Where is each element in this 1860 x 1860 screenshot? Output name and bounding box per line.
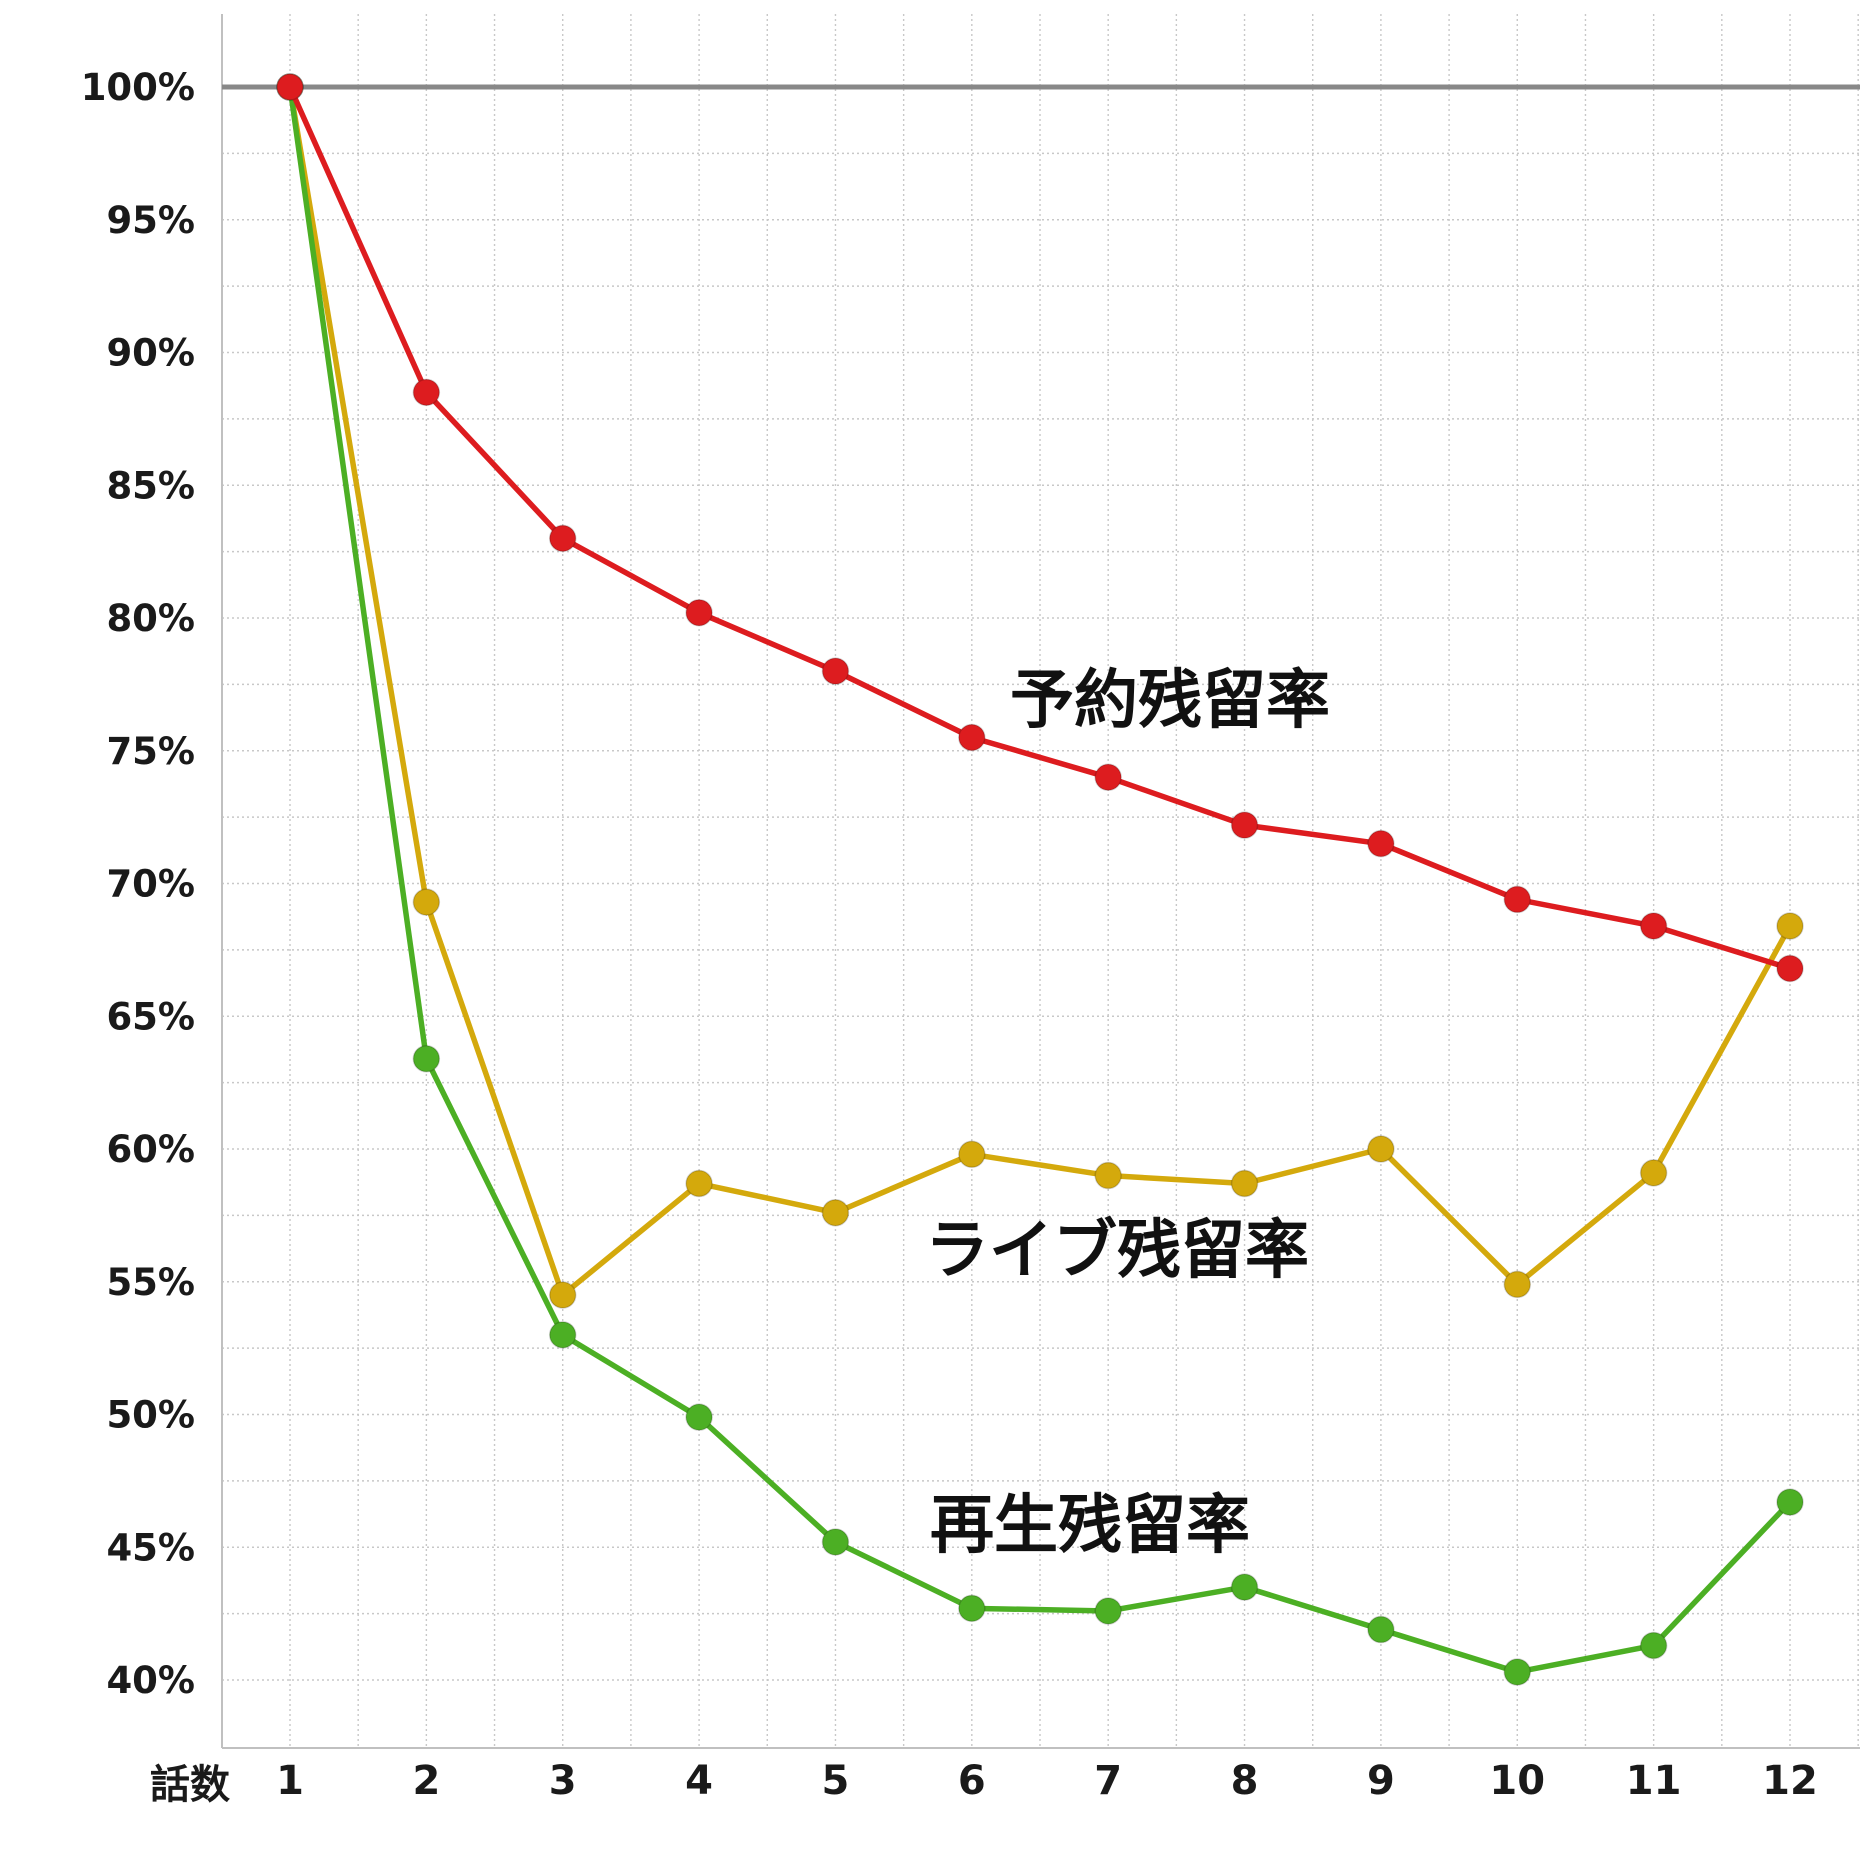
data-point-playback	[685, 1403, 713, 1431]
tick-labels: 40% 45% 50% 55% 60% 65% 70% 75% 80% 85% 90% 95% 100%…	[81, 66, 1818, 1804]
data-point-playback	[1367, 1615, 1395, 1644]
x-tick-label: 8	[1231, 1758, 1259, 1804]
x-tick-label: 6	[958, 1758, 986, 1804]
data-point-live	[1503, 1270, 1532, 1299]
data-point-playback	[1639, 1631, 1668, 1660]
y-tick-label: 75%	[106, 730, 195, 773]
y-tick-label: 45%	[106, 1526, 195, 1569]
axes	[221, 14, 1860, 1749]
x-tick-label: 10	[1489, 1758, 1545, 1804]
data-point-live	[548, 1281, 577, 1309]
data-point-reservation	[276, 73, 304, 101]
data-point-reservation	[821, 657, 850, 685]
data-point-playback	[548, 1321, 577, 1349]
data-point-live	[1367, 1135, 1395, 1163]
x-axis-label: 話数	[150, 1762, 230, 1808]
data-point-live	[1094, 1161, 1122, 1190]
data-point-live	[1639, 1159, 1668, 1187]
x-tick-label: 7	[1094, 1758, 1122, 1804]
series-label-playback: 再生残留率	[930, 1489, 1250, 1563]
data-point-live	[412, 888, 441, 916]
y-tick-label: 90%	[106, 332, 195, 375]
y-tick-label: 65%	[106, 995, 195, 1038]
x-tick-label: 1	[276, 1758, 304, 1804]
y-tick-label: 55%	[106, 1261, 195, 1304]
data-point-reservation	[412, 378, 441, 407]
y-tick-label: 40%	[106, 1659, 195, 1702]
y-tick-label: 60%	[106, 1128, 195, 1171]
data-point-live	[1230, 1169, 1259, 1198]
data-point-playback	[958, 1594, 986, 1623]
data-point-reservation	[1639, 912, 1668, 940]
data-point-reservation	[1367, 829, 1395, 858]
x-tick-label: 5	[822, 1758, 850, 1804]
series-reservation	[276, 73, 1804, 983]
data-point-playback	[1094, 1597, 1122, 1625]
data-point-reservation	[958, 723, 986, 752]
series-group	[276, 73, 1804, 1686]
data-point-playback	[1776, 1488, 1804, 1516]
data-point-playback	[821, 1528, 850, 1556]
series-label-live: ライブ残留率	[925, 1214, 1309, 1288]
series-line-live	[287, 86, 1793, 1298]
data-point-reservation	[685, 598, 713, 627]
grid	[221, 14, 1860, 1748]
data-point-reservation	[1094, 763, 1122, 792]
x-tick-label: 9	[1367, 1758, 1395, 1804]
y-tick-label: 95%	[106, 199, 195, 242]
y-tick-label: 50%	[106, 1394, 195, 1437]
y-tick-label: 100%	[81, 66, 195, 109]
data-point-reservation	[1230, 811, 1259, 839]
data-point-playback	[412, 1044, 441, 1073]
data-point-playback	[1503, 1658, 1532, 1686]
data-point-live	[958, 1140, 986, 1169]
y-tick-label: 80%	[106, 597, 195, 640]
x-tick-label: 11	[1626, 1758, 1682, 1804]
series-line-playback	[287, 86, 1792, 1675]
data-point-reservation	[1503, 885, 1532, 914]
data-point-playback	[1230, 1573, 1259, 1601]
series-label-reservation: 予約残留率	[1010, 664, 1330, 738]
data-point-live	[685, 1169, 713, 1198]
data-point-live	[821, 1198, 850, 1227]
y-tick-label: 85%	[106, 464, 195, 507]
x-tick-label: 3	[549, 1758, 577, 1804]
y-tick-label: 70%	[106, 863, 195, 906]
series-line-reservation	[287, 85, 1791, 972]
data-point-reservation	[1776, 954, 1804, 983]
data-point-live	[1776, 912, 1804, 940]
x-tick-label: 4	[685, 1758, 713, 1804]
data-point-reservation	[548, 524, 577, 553]
x-tick-label: 2	[412, 1758, 440, 1804]
x-tick-label: 12	[1762, 1758, 1818, 1804]
